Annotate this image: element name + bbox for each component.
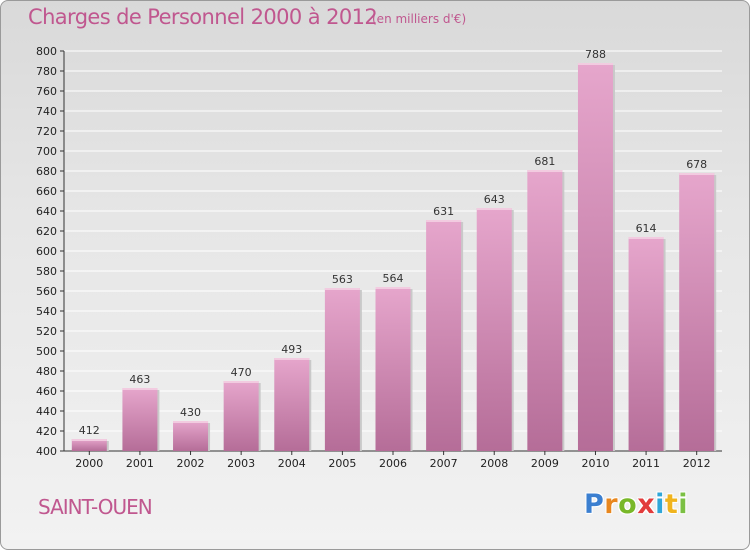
y-tick-label: 540 [36,305,57,318]
bar-highlight [577,63,613,65]
proxiti-logo: Proxiti [584,489,688,520]
y-tick-label: 760 [36,85,57,98]
y-tick-label: 700 [36,145,57,158]
logo-letter: r [604,489,619,520]
y-tick-label: 580 [36,265,57,278]
x-tick-label: 2002 [177,457,205,470]
bar-highlight [679,173,715,175]
data-label: 463 [129,373,150,386]
data-label: 631 [433,205,454,218]
bar [527,170,563,451]
data-label: 412 [79,424,100,437]
bar [426,220,462,451]
bar-highlight [476,208,512,210]
y-tick-label: 500 [36,345,57,358]
x-tick-label: 2006 [379,457,407,470]
bars [71,63,717,451]
bar [577,63,613,451]
y-tick-label: 780 [36,65,57,78]
bar-highlight [71,439,107,441]
y-tick-label: 680 [36,165,57,178]
city-name: SAINT-OUEN [38,495,153,519]
bar [679,173,715,451]
bar-highlight [628,237,664,239]
y-tick-label: 400 [36,445,57,458]
bar [122,388,158,451]
data-label: 788 [585,48,606,61]
logo-letter: i [655,489,665,520]
y-tick-label: 480 [36,365,57,378]
bar-highlight [375,287,411,289]
data-label: 430 [180,406,201,419]
data-label: 493 [281,343,302,356]
data-label: 678 [686,158,707,171]
y-tick-label: 520 [36,325,57,338]
y-tick-label: 720 [36,125,57,138]
bar-highlight [122,388,158,390]
bar-highlight [173,421,209,423]
bar-highlight [324,288,360,290]
bar-highlight [527,170,563,172]
y-tick-label: 440 [36,405,57,418]
y-tick-label: 660 [36,185,57,198]
x-tick-label: 2009 [531,457,559,470]
data-label: 470 [231,366,252,379]
logo-letter: P [584,489,605,520]
chart-subtitle: (en milliers d'€) [372,12,467,26]
logo-letter: i [678,489,689,520]
chart-title: Charges de Personnel 2000 à 2012 [28,5,378,29]
bar [324,288,360,451]
y-tick-label: 600 [36,245,57,258]
x-tick-label: 2005 [328,457,356,470]
y-tick-label: 460 [36,385,57,398]
y-tick-label: 420 [36,425,57,438]
x-tick-label: 2011 [632,457,660,470]
bar [71,439,107,451]
logo-letter: t [664,489,679,520]
data-labels: 412 2000 463 2001 430 2002 470 2003 493 2004 563 20… [75,48,710,470]
bar [628,237,664,451]
data-label: 614 [636,222,657,235]
x-tick-label: 2003 [227,457,255,470]
x-tick-label: 2004 [278,457,306,470]
data-label: 563 [332,273,353,286]
bar [274,358,310,451]
x-tick-label: 2008 [480,457,508,470]
data-label: 643 [484,193,505,206]
y-tick-label: 640 [36,205,57,218]
x-tick-label: 2007 [430,457,458,470]
bar [375,287,411,451]
bar [476,208,512,451]
data-label: 681 [534,155,555,168]
x-tick-label: 2000 [75,457,103,470]
data-label: 564 [383,272,404,285]
y-tick-label: 560 [36,285,57,298]
y-tick-label: 800 [36,45,57,58]
bar-highlight [426,220,462,222]
x-tick-label: 2001 [126,457,154,470]
logo-letter: x [637,489,656,520]
logo-letter: o [618,489,638,520]
bar-highlight [223,381,259,383]
bar [223,381,259,451]
bar [173,421,209,451]
x-tick-label: 2010 [581,457,609,470]
x-tick-label: 2012 [683,457,711,470]
y-tick-label: 620 [36,225,57,238]
y-tick-label: 740 [36,105,57,118]
bar-highlight [274,358,310,360]
